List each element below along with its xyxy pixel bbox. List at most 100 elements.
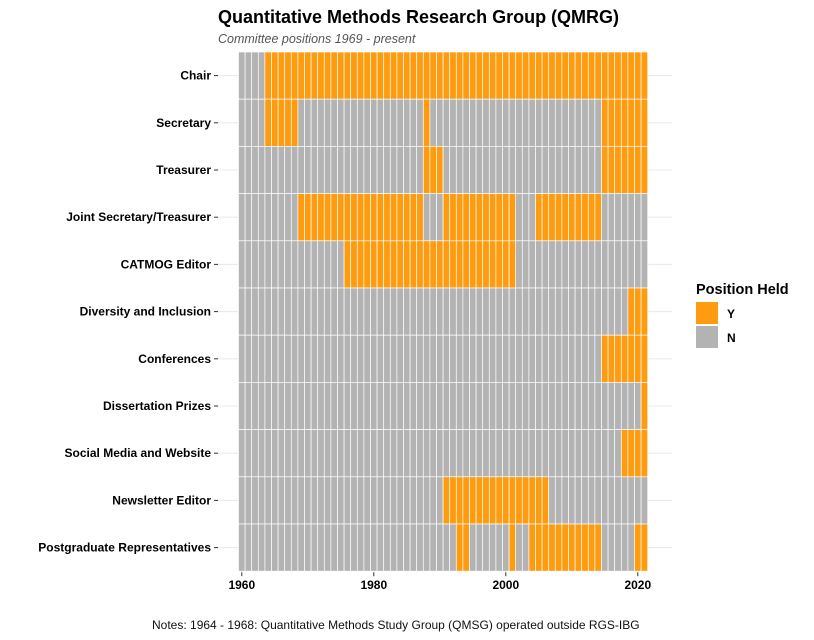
heatmap-cell bbox=[528, 287, 536, 336]
heatmap-cell bbox=[264, 429, 272, 478]
heatmap-cell bbox=[620, 51, 629, 100]
heatmap-cell bbox=[495, 240, 503, 289]
heatmap-cell bbox=[587, 476, 596, 525]
heatmap-cell bbox=[594, 98, 602, 147]
heatmap-cell bbox=[370, 240, 378, 289]
heatmap-cell bbox=[614, 146, 622, 194]
heatmap-cell bbox=[515, 382, 523, 430]
heatmap-cell bbox=[594, 334, 602, 383]
heatmap-cell bbox=[238, 429, 246, 478]
heatmap-cell bbox=[284, 287, 292, 336]
heatmap-cell bbox=[264, 98, 272, 147]
heatmap-cell bbox=[554, 287, 563, 336]
heatmap-cell bbox=[363, 51, 371, 100]
heatmap-cell bbox=[337, 334, 345, 383]
heatmap-cell bbox=[502, 240, 510, 289]
heatmap-cell bbox=[422, 382, 431, 430]
heatmap-cell bbox=[601, 98, 609, 147]
heatmap-cell bbox=[363, 240, 371, 289]
heatmap-cell bbox=[620, 98, 629, 147]
heatmap-cell bbox=[284, 382, 292, 430]
heatmap-cell bbox=[541, 51, 550, 100]
heatmap-cell bbox=[257, 51, 266, 100]
y-tick-label: Social Media and Website bbox=[65, 446, 212, 460]
heatmap-cell bbox=[409, 476, 418, 525]
heatmap-cell bbox=[640, 287, 649, 336]
heatmap-cell bbox=[574, 193, 583, 242]
heatmap-cell bbox=[535, 287, 543, 336]
heatmap-cell bbox=[422, 476, 431, 525]
heatmap-cell bbox=[383, 429, 391, 478]
heatmap-cell bbox=[376, 51, 385, 100]
heatmap-cell bbox=[488, 334, 497, 383]
heatmap-cell bbox=[370, 429, 378, 478]
heatmap-cell bbox=[429, 146, 437, 194]
legend-title: Position Held bbox=[696, 282, 789, 298]
heatmap-cell bbox=[271, 193, 279, 242]
heatmap-cell bbox=[350, 146, 358, 194]
heatmap-cell bbox=[416, 334, 424, 383]
heatmap-cell bbox=[462, 476, 470, 525]
heatmap-cell bbox=[594, 146, 602, 194]
heatmap-cell bbox=[290, 476, 299, 525]
heatmap-cell bbox=[502, 523, 510, 572]
heatmap-cell bbox=[541, 429, 550, 478]
heatmap-cell bbox=[488, 382, 497, 430]
heatmap-cell bbox=[284, 51, 292, 100]
heatmap-cell bbox=[495, 146, 503, 194]
legend-swatch-n bbox=[696, 326, 718, 348]
heatmap-cell bbox=[581, 334, 589, 383]
heatmap-cell bbox=[343, 51, 352, 100]
heatmap-cell bbox=[469, 523, 477, 572]
heatmap-cell bbox=[469, 476, 477, 525]
heatmap-cell bbox=[251, 429, 259, 478]
heatmap-cell bbox=[521, 476, 530, 525]
heatmap-cell bbox=[383, 98, 391, 147]
heatmap-cell bbox=[264, 334, 272, 383]
heatmap-cell bbox=[561, 193, 569, 242]
heatmap-cell bbox=[568, 146, 576, 194]
heatmap-cell bbox=[383, 193, 391, 242]
heatmap-cell bbox=[317, 98, 325, 147]
heatmap-cell bbox=[462, 240, 470, 289]
heatmap-cell bbox=[271, 429, 279, 478]
heatmap-cell bbox=[403, 51, 411, 100]
heatmap-cell bbox=[601, 429, 609, 478]
heatmap-cell bbox=[620, 146, 629, 194]
heatmap-cell bbox=[416, 429, 424, 478]
heatmap-cell bbox=[277, 98, 286, 147]
heatmap-cell bbox=[330, 51, 338, 100]
heatmap-cell bbox=[508, 523, 517, 572]
heatmap-cell bbox=[429, 287, 437, 336]
heatmap-cell bbox=[528, 98, 536, 147]
heatmap-cell bbox=[521, 382, 530, 430]
heatmap-cell bbox=[383, 287, 391, 336]
heatmap-cell bbox=[614, 334, 622, 383]
heatmap-cell bbox=[343, 429, 352, 478]
heatmap-cell bbox=[403, 98, 411, 147]
heatmap-cell bbox=[310, 523, 319, 572]
heatmap-cell bbox=[541, 98, 550, 147]
heatmap-cell bbox=[238, 523, 246, 572]
heatmap-cell bbox=[271, 98, 279, 147]
heatmap-cell bbox=[482, 523, 490, 572]
heatmap-cell bbox=[594, 240, 602, 289]
heatmap-cell bbox=[502, 98, 510, 147]
heatmap-cell bbox=[587, 146, 596, 194]
heatmap-cell bbox=[574, 334, 583, 383]
heatmap-cell bbox=[554, 98, 563, 147]
y-tick-label: Treasurer bbox=[156, 163, 211, 177]
heatmap-cell bbox=[594, 193, 602, 242]
heatmap-cell bbox=[548, 523, 556, 572]
heatmap-cell bbox=[337, 382, 345, 430]
heatmap-cell bbox=[568, 51, 576, 100]
heatmap-cell bbox=[475, 146, 484, 194]
heatmap-cell bbox=[429, 334, 437, 383]
heatmap-cell bbox=[601, 382, 609, 430]
heatmap-cell bbox=[370, 98, 378, 147]
heatmap-cell bbox=[488, 193, 497, 242]
heatmap-cell bbox=[389, 240, 398, 289]
heatmap-cell bbox=[515, 51, 523, 100]
heatmap-cell bbox=[337, 98, 345, 147]
heatmap-cell bbox=[323, 429, 332, 478]
